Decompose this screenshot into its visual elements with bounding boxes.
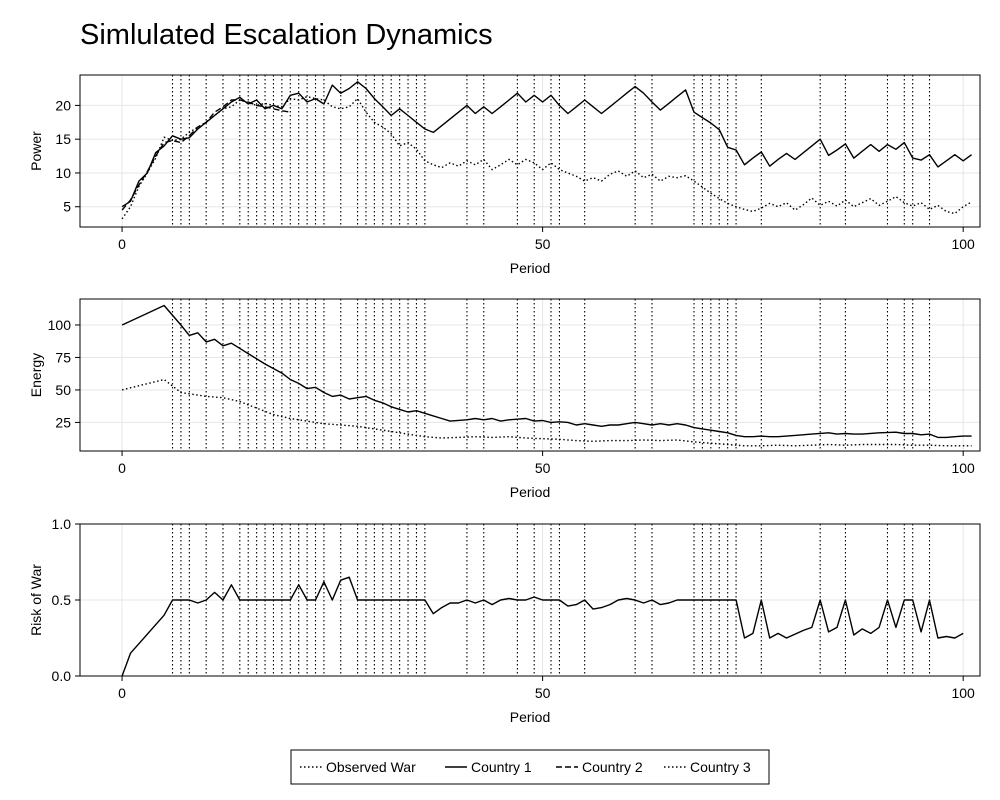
y-axis-label: Power xyxy=(28,131,44,171)
y-tick-label: 1.0 xyxy=(52,516,72,532)
series-line-country-3 xyxy=(121,95,972,220)
legend-box xyxy=(290,749,770,785)
y-tick-label: 20 xyxy=(55,97,71,113)
series-line-country-1 xyxy=(121,576,964,676)
x-axis-label: Period xyxy=(510,709,550,725)
series-line-country-1 xyxy=(121,81,973,208)
panel-frame xyxy=(79,74,981,228)
y-tick-label: 100 xyxy=(48,317,72,333)
observed-war-lines xyxy=(171,299,931,451)
panel-frame xyxy=(79,298,981,452)
y-axis-label: Energy xyxy=(28,353,44,397)
x-axis-label: Period xyxy=(510,484,550,500)
x-tick-label: 100 xyxy=(951,236,975,252)
chart-title: Simlulated Escalation Dynamics xyxy=(80,19,493,51)
series-line-country-3 xyxy=(121,378,972,447)
observed-war-lines xyxy=(171,75,931,227)
x-tick-label: 50 xyxy=(535,685,551,701)
panel-energy: 0 50 100 25 50 75 100 Period Energy xyxy=(28,298,981,500)
y-tick-label: 0.5 xyxy=(52,592,72,608)
series-line-country-1 xyxy=(121,304,972,439)
legend-label: Country 3 xyxy=(690,759,751,775)
y-tick-label: 5 xyxy=(63,199,71,215)
x-tick-label: 0 xyxy=(118,460,126,476)
legend-item-country-3: Country 3 xyxy=(664,759,751,775)
x-tick-label: 100 xyxy=(951,460,975,476)
chart-panels: 0 50 100 5 10 15 20 Period Power 0 50 100 25 50 75 100 P… xyxy=(28,74,981,725)
legend: Observed War Country 1 Country 2 Country 3 xyxy=(290,749,770,785)
legend-item-country-2: Country 2 xyxy=(556,759,643,775)
y-tick-label: 15 xyxy=(55,131,71,147)
x-tick-label: 0 xyxy=(118,236,126,252)
y-tick-label: 10 xyxy=(55,165,71,181)
x-tick-label: 0 xyxy=(118,685,126,701)
legend-item-country-1: Country 1 xyxy=(445,759,532,775)
x-axis-label: Period xyxy=(510,260,550,276)
legend-label: Observed War xyxy=(326,759,416,775)
panel-risk: 0 50 100 0.0 0.5 1.0 Period Risk of War xyxy=(28,516,981,725)
legend-item-observed-war: Observed War xyxy=(300,759,416,775)
panel-power: 0 50 100 5 10 15 20 Period Power xyxy=(28,74,981,276)
x-tick-label: 50 xyxy=(535,460,551,476)
x-tick-label: 100 xyxy=(951,685,975,701)
legend-label: Country 2 xyxy=(582,759,643,775)
y-tick-label: 75 xyxy=(55,349,71,365)
legend-label: Country 1 xyxy=(471,759,532,775)
y-tick-label: 0.0 xyxy=(52,668,72,684)
y-tick-label: 25 xyxy=(55,414,71,430)
y-tick-label: 50 xyxy=(55,382,71,398)
x-tick-label: 50 xyxy=(535,236,551,252)
y-axis-label: Risk of War xyxy=(28,564,44,636)
